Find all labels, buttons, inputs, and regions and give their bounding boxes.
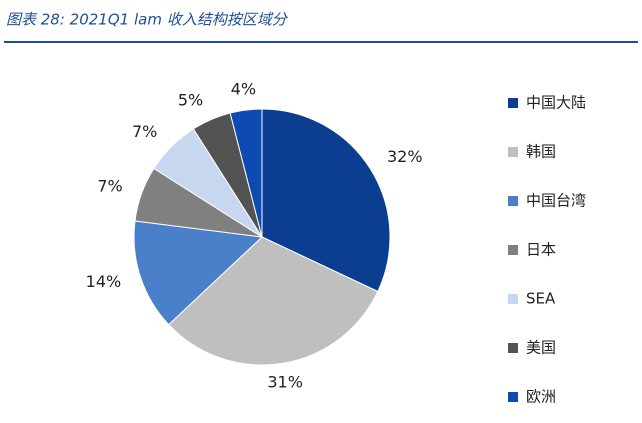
legend-swatch	[508, 294, 518, 304]
data-label: 4%	[231, 80, 256, 99]
legend-swatch	[508, 98, 518, 108]
pie-slice	[229, 108, 263, 238]
data-label: 31%	[267, 373, 303, 392]
legend-label: 美国	[526, 339, 556, 357]
chart-title: 图表 28: 2021Q1 lam 收入结构按区域分	[6, 11, 289, 29]
legend-label: 中国大陆	[526, 94, 586, 112]
legend-swatch	[508, 245, 518, 255]
data-label: 32%	[387, 147, 423, 166]
legend-label: 欧洲	[526, 388, 556, 406]
legend-swatch	[508, 196, 518, 206]
data-label: 7%	[132, 122, 157, 141]
legend-swatch	[508, 392, 518, 402]
pie-slice	[167, 236, 379, 366]
data-label: 5%	[178, 91, 203, 110]
legend-label: 韩国	[526, 143, 556, 161]
pie-slice	[261, 108, 391, 293]
legend-label: 中国台湾	[526, 192, 586, 210]
data-label: 7%	[97, 176, 122, 195]
legend-swatch	[508, 343, 518, 353]
pie-slice	[133, 220, 264, 326]
legend-label: 日本	[526, 241, 556, 259]
legend-swatch	[508, 147, 518, 157]
data-label: 14%	[86, 272, 122, 291]
legend-label: SEA	[526, 290, 556, 308]
